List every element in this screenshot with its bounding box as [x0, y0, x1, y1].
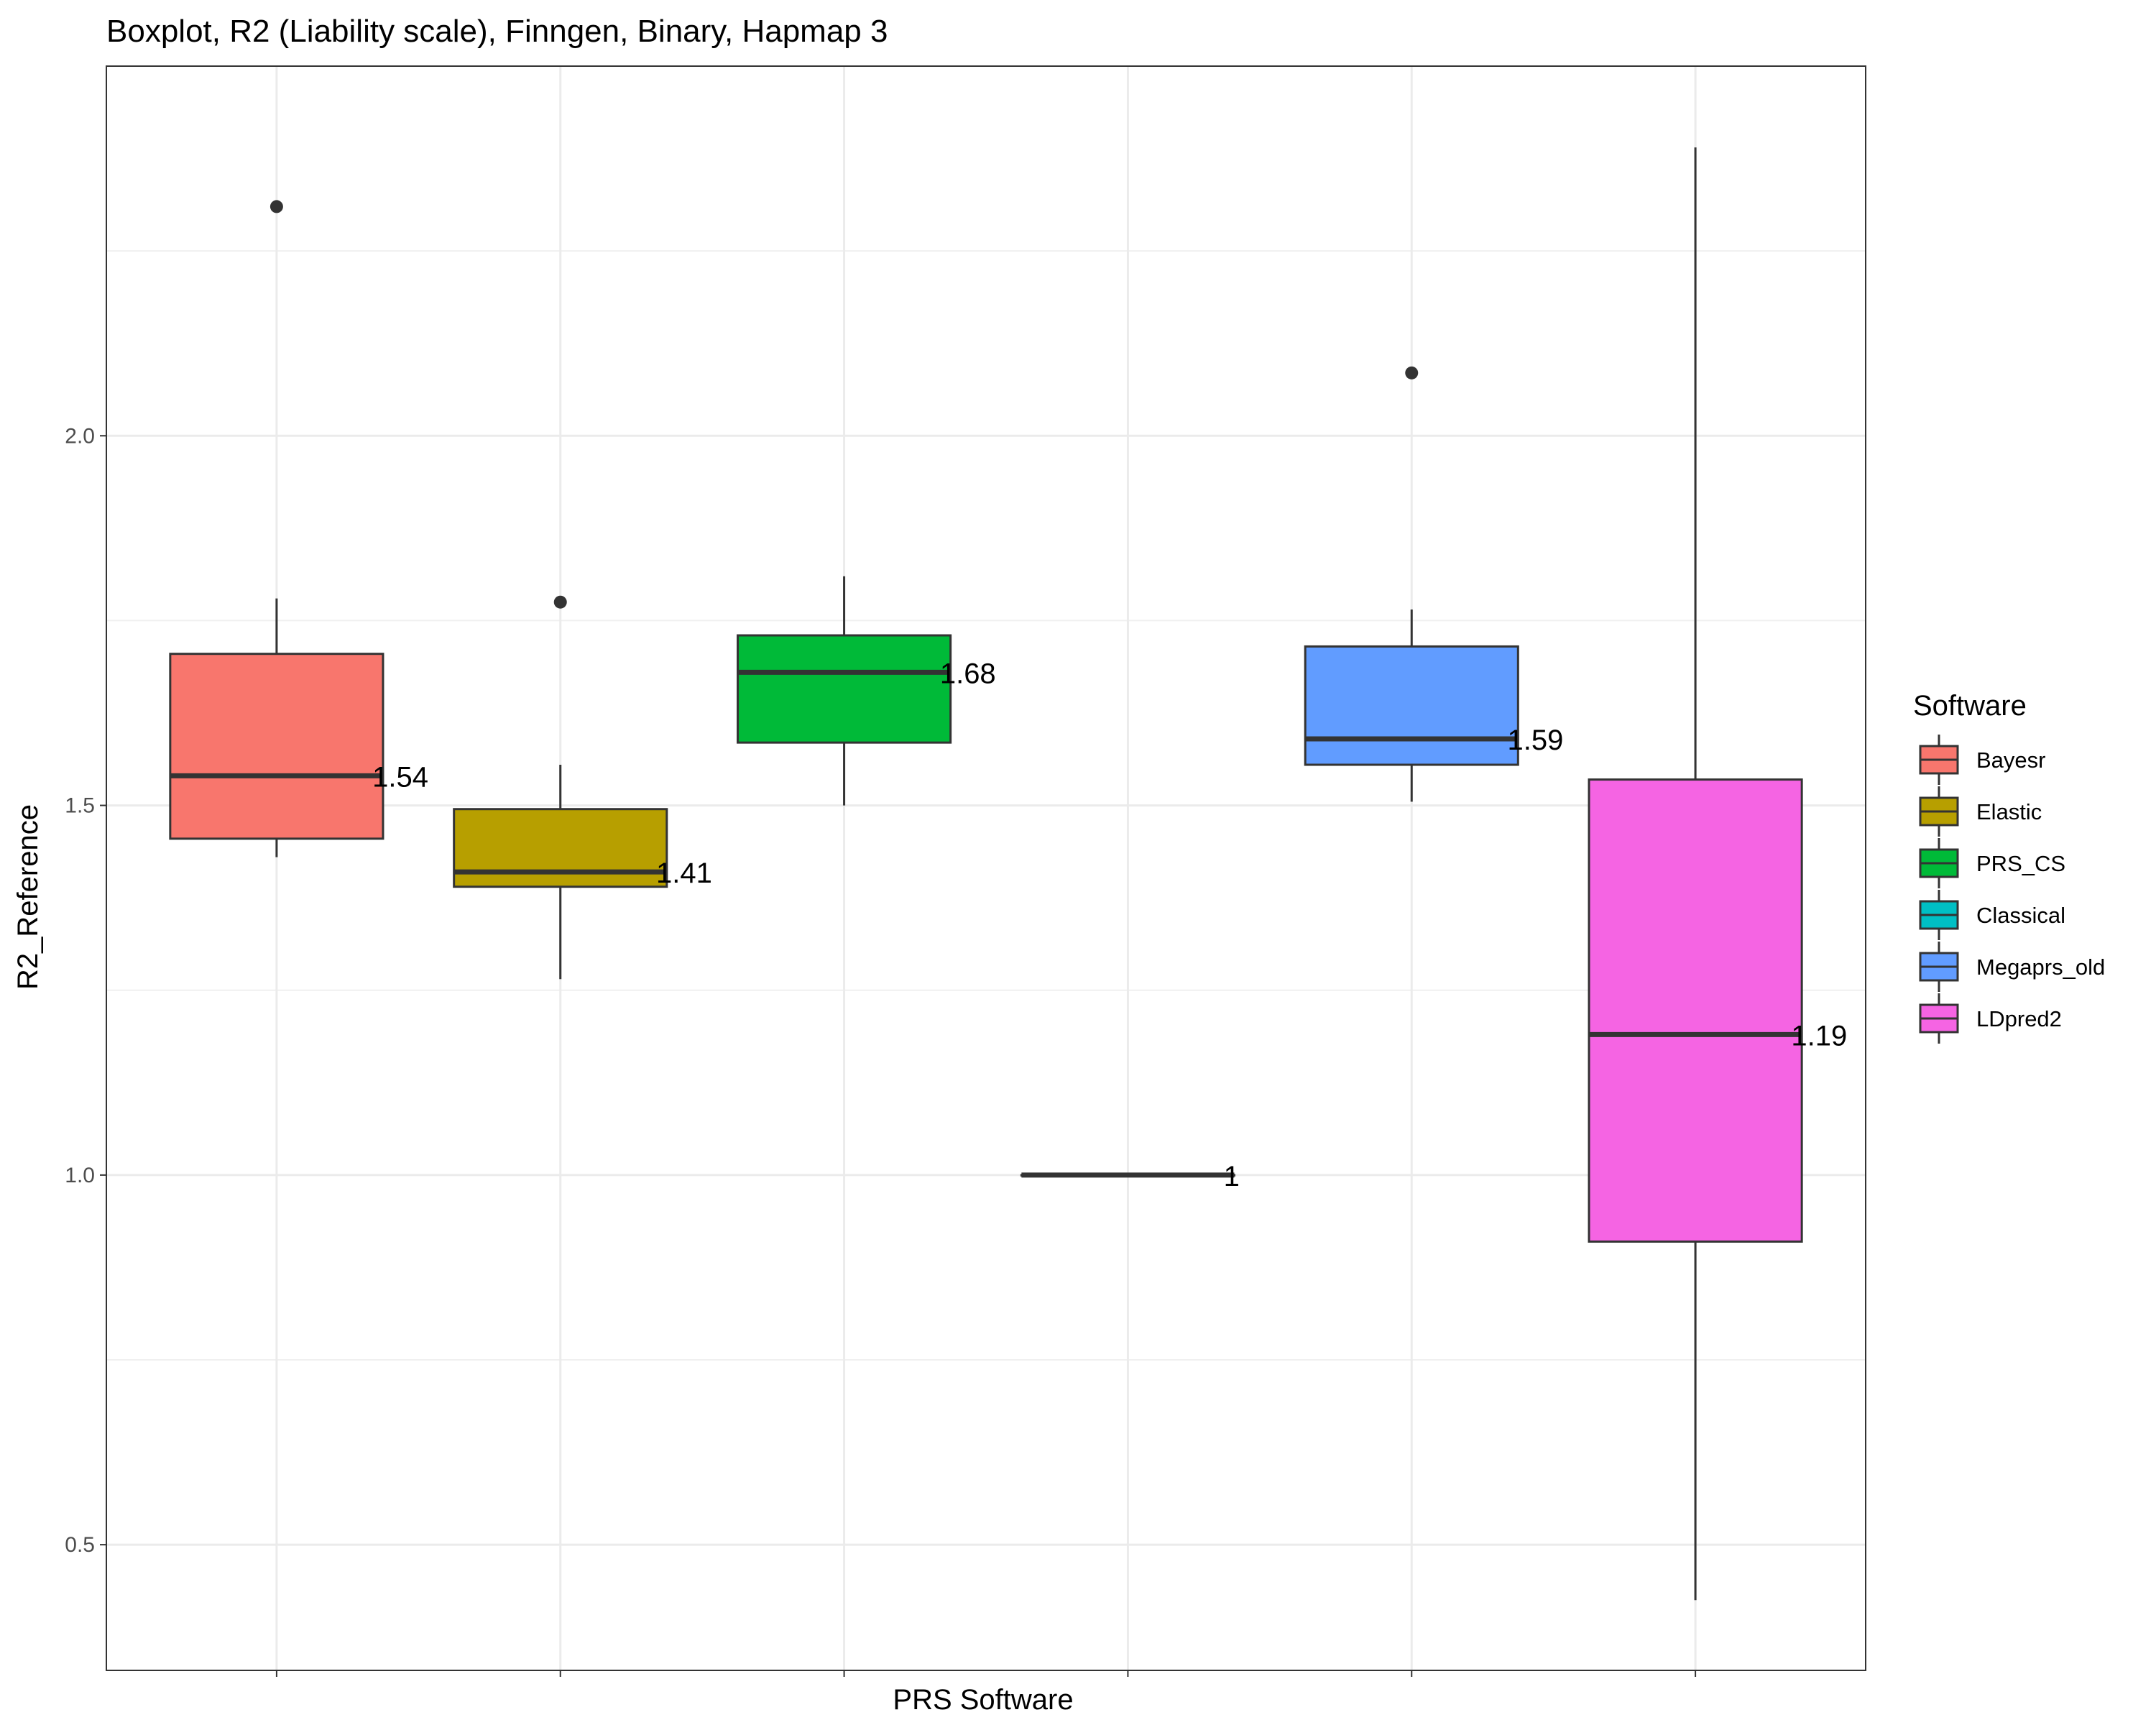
box-body	[737, 634, 952, 744]
box-elastic: 1.41	[453, 595, 712, 980]
box-classical: 1	[1020, 1161, 1240, 1192]
outlier-point	[553, 595, 567, 609]
legend-label: Bayesr	[1976, 748, 2045, 773]
legend-item-ldpred2: LDpred2	[1919, 993, 2062, 1044]
legend: Software Bayesr Elastic PRS_CS Classical Meg…	[1913, 690, 2105, 1044]
box-body	[169, 653, 384, 840]
x-axis-title: PRS Software	[893, 1684, 1073, 1716]
box-megaprs-old: 1.59	[1304, 366, 1564, 802]
legend-label: Classical	[1976, 903, 2065, 928]
median-label: 1.41	[656, 857, 712, 889]
legend-item-megaprs-old: Megaprs_old	[1919, 942, 2105, 992]
median-label: 1.54	[372, 761, 428, 793]
y-tick-label: 1.5	[65, 794, 95, 818]
legend-label: Megaprs_old	[1976, 954, 2105, 980]
y-tick-label: 0.5	[65, 1533, 95, 1557]
box-body	[453, 808, 668, 888]
box-prs-cs: 1.68	[737, 576, 996, 806]
legend-title: Software	[1913, 690, 2027, 722]
box-ldpred2: 1.19	[1588, 147, 1847, 1601]
outlier-point	[1405, 366, 1419, 380]
box-bayesr: 1.54	[169, 200, 428, 857]
median-label: 1.68	[940, 658, 996, 689]
chart-title: Boxplot, R2 (Liability scale), Finngen, …	[106, 14, 888, 49]
panel-border	[106, 65, 1866, 1671]
y-tick-label: 2.0	[65, 424, 95, 448]
legend-item-prs-cs: PRS_CS	[1919, 838, 2065, 888]
outlier-point	[270, 200, 283, 213]
x-axis	[275, 1670, 1697, 1677]
box-body	[1588, 778, 1803, 1243]
legend-item-elastic: Elastic	[1919, 786, 2042, 837]
median-label: 1.59	[1508, 724, 1564, 756]
plot-marks: 1.54 1.41 1.68 1 1.59 1.19	[169, 147, 1847, 1601]
legend-item-bayesr: Bayesr	[1919, 735, 2045, 785]
y-axis: 0.5 1.0 1.5 2.0	[65, 424, 106, 1557]
y-axis-title: R2_Reference	[12, 804, 44, 990]
legend-label: LDpred2	[1976, 1006, 2062, 1031]
legend-label: Elastic	[1976, 799, 2042, 824]
legend-item-classical: Classical	[1919, 890, 2065, 940]
legend-label: PRS_CS	[1976, 851, 2065, 876]
median-label: 1.19	[1791, 1020, 1847, 1052]
median-label: 1	[1224, 1161, 1240, 1192]
box-body	[1304, 645, 1519, 766]
y-tick-label: 1.0	[65, 1164, 95, 1187]
